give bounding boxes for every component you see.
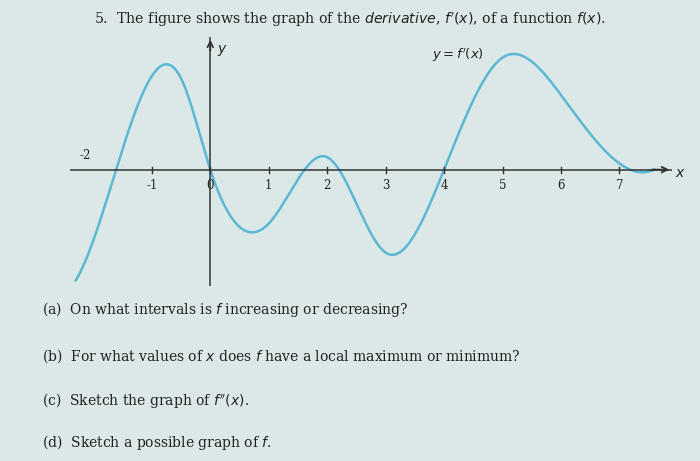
- Text: -2: -2: [79, 149, 90, 162]
- Text: 4: 4: [440, 179, 448, 192]
- Text: (c)  Sketch the graph of $f''(x)$.: (c) Sketch the graph of $f''(x)$.: [42, 390, 249, 410]
- Text: $y=f'(x)$: $y=f'(x)$: [433, 47, 484, 64]
- Text: 5.  The figure shows the graph of the $\mathit{derivative}$, $f'(x)$, of a funct: 5. The figure shows the graph of the $\m…: [94, 11, 606, 29]
- Text: (a)  On what intervals is $f$ increasing or decreasing?: (a) On what intervals is $f$ increasing …: [42, 300, 409, 319]
- Text: 7: 7: [615, 179, 623, 192]
- Text: -1: -1: [146, 179, 158, 192]
- Text: 6: 6: [557, 179, 565, 192]
- Text: 1: 1: [265, 179, 272, 192]
- Text: 2: 2: [323, 179, 331, 192]
- Text: (d)  Sketch a possible graph of $f$.: (d) Sketch a possible graph of $f$.: [42, 433, 272, 452]
- Text: (b)  For what values of $x$ does $f$ have a local maximum or minimum?: (b) For what values of $x$ does $f$ have…: [42, 347, 521, 365]
- Text: $y$: $y$: [217, 43, 228, 58]
- Text: 0: 0: [206, 179, 214, 192]
- Text: 3: 3: [382, 179, 389, 192]
- Text: $x$: $x$: [675, 166, 685, 180]
- Text: 5: 5: [499, 179, 506, 192]
